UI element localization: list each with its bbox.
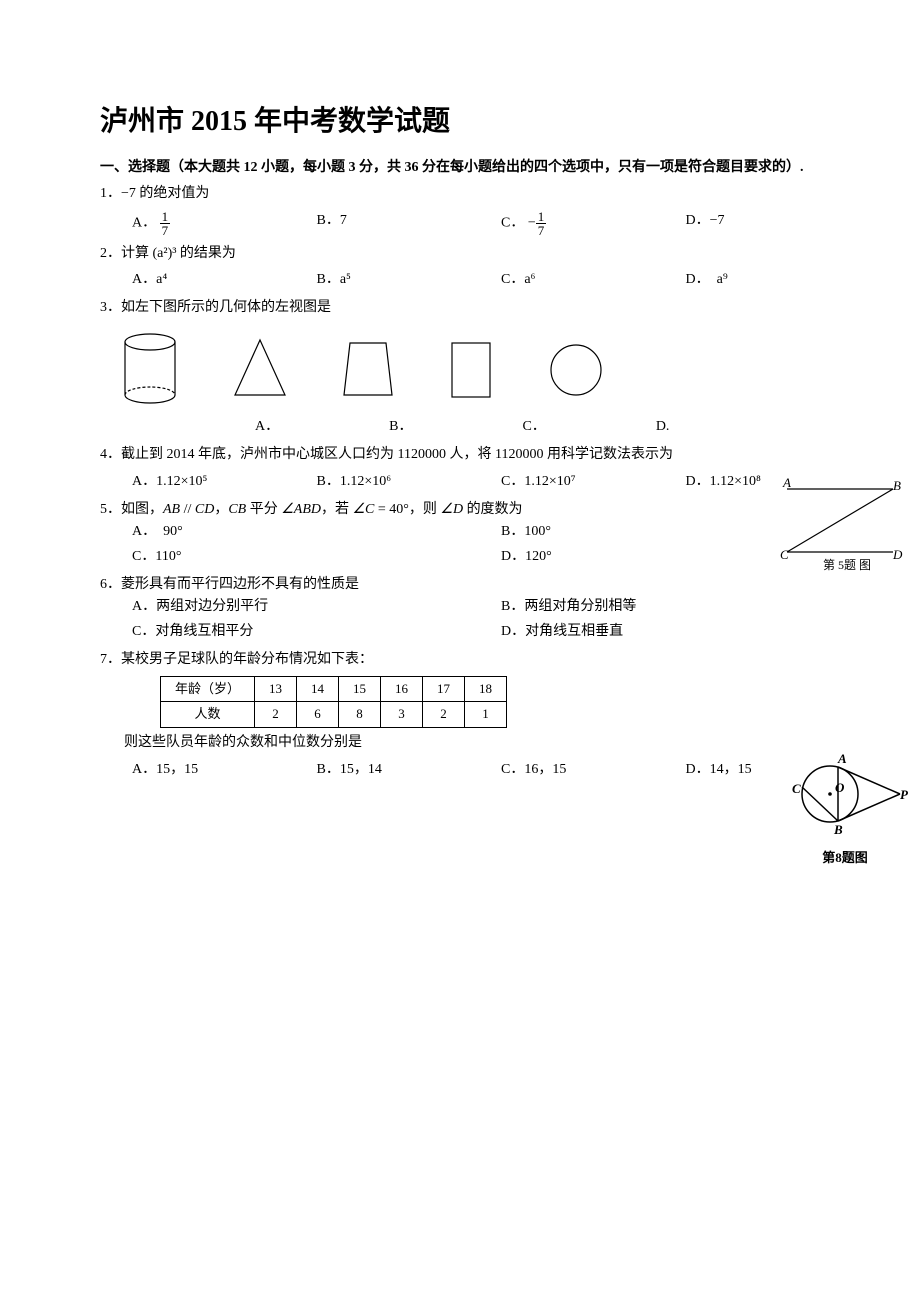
svg-text:C: C — [792, 781, 801, 796]
q3-text: 3．如左下图所示的几何体的左视图是 — [100, 297, 870, 319]
q6-text: 6．菱形具有而平行四边形不具有的性质是 — [100, 574, 870, 596]
circle-icon — [546, 335, 606, 405]
q2-opt-a: A．a⁴ — [132, 269, 317, 291]
table-cell: 17 — [423, 676, 465, 702]
q2-text: 2．计算 (a²)³ 的结果为 — [100, 243, 870, 265]
q7-subtext: 则这些队员年龄的众数和中位数分别是 — [100, 732, 870, 754]
table-cell: 8 — [339, 702, 381, 728]
svg-text:P: P — [900, 787, 909, 802]
rectangle-icon — [446, 335, 496, 405]
q3-opt-d: D. — [656, 416, 670, 438]
fig5-a: A — [782, 477, 791, 490]
q5-opt-a: A． 90° — [132, 521, 501, 543]
figure-8: A B C O P 第8题图 — [780, 749, 910, 868]
question-5: 5．如图，AB // CD，CB 平分 ∠ABD，若 ∠C = 40°，则 ∠D… — [100, 499, 870, 568]
table-cell: 18 — [465, 676, 507, 702]
table-cell: 16 — [381, 676, 423, 702]
q5-m5: = 40°，则 — [374, 502, 440, 517]
q1-c-label: C． — [501, 215, 524, 230]
frac-den: 7 — [536, 224, 547, 237]
trapezoid-icon — [340, 335, 396, 405]
svg-text:B: B — [833, 822, 843, 837]
q4-text: 4．截止到 2014 年底，泸州市中心城区人口约为 1120000 人，将 11… — [100, 444, 870, 466]
question-2: 2．计算 (a²)³ 的结果为 A．a⁴ B．a⁵ C．a⁶ D． a⁹ — [100, 243, 870, 292]
q5-m2: ， — [214, 502, 228, 517]
question-7: 7．某校男子足球队的年龄分布情况如下表： 年龄（岁） 13 14 15 16 1… — [100, 649, 870, 781]
q7-opt-c: C．16，15 — [501, 759, 686, 781]
figure-5: A B C D 第 5题 图 — [775, 477, 905, 580]
q5-prefix: 5．如图， — [100, 502, 163, 517]
q1-text: 1．−7 的绝对值为 — [100, 183, 870, 205]
q5-c: ∠C — [353, 502, 375, 517]
q4-opt-c: C．1.12×10⁷ — [501, 471, 686, 493]
fig5-c: C — [780, 547, 789, 562]
q2-opt-d: D． a⁹ — [686, 269, 871, 291]
fig5-d: D — [892, 547, 903, 562]
q6-opt-a: A．两组对边分别平行 — [132, 596, 501, 618]
question-3: 3．如左下图所示的几何体的左视图是 A． B． C． D. — [100, 297, 870, 438]
q5-text: 5．如图，AB // CD，CB 平分 ∠ABD，若 ∠C = 40°，则 ∠D… — [100, 499, 870, 521]
q6-opt-d: D．对角线互相垂直 — [501, 621, 870, 643]
q7-table: 年龄（岁） 13 14 15 16 17 18 人数 2 6 8 3 2 1 — [160, 676, 507, 729]
section-header: 一、选择题（本大题共 12 小题，每小题 3 分，共 36 分在每小题给出的四个… — [100, 157, 870, 179]
q1-opt-d: D．−7 — [686, 210, 871, 237]
q4-opt-a: A．1.12×10⁵ — [132, 471, 317, 493]
table-head-age: 年龄（岁） — [161, 676, 255, 702]
q5-suffix: 的度数为 — [463, 502, 523, 517]
q3-opt-b: B． — [389, 416, 412, 438]
q7-text: 7．某校男子足球队的年龄分布情况如下表： — [100, 649, 870, 671]
table-cell: 13 — [255, 676, 297, 702]
fig8-label: 第8题图 — [780, 848, 910, 869]
q6-opt-b: B．两组对角分别相等 — [501, 596, 870, 618]
q3-opt-c: C． — [522, 416, 545, 438]
question-1: 1．−7 的绝对值为 A． 1 7 B．7 C． − 1 7 D．−7 — [100, 183, 870, 236]
table-cell: 1 — [465, 702, 507, 728]
fig5-b: B — [893, 478, 901, 493]
q5-m3: 平分 — [246, 502, 281, 517]
table-cell: 15 — [339, 676, 381, 702]
q1-opt-a: A． 1 7 — [132, 210, 317, 237]
table-row: 年龄（岁） 13 14 15 16 17 18 — [161, 676, 507, 702]
table-cell: 6 — [297, 702, 339, 728]
q7-opt-a: A．15，15 — [132, 759, 317, 781]
fig5-label: 第 5题 图 — [823, 558, 871, 572]
q4-opt-b: B．1.12×10⁶ — [317, 471, 502, 493]
q3-opt-a: A． — [255, 416, 279, 438]
page-title: 泸州市 2015 年中考数学试题 — [100, 100, 870, 145]
q5-abd: ∠ABD — [281, 502, 321, 517]
frac-num: 1 — [536, 210, 547, 224]
cylinder-icon — [120, 330, 180, 410]
q5-m1: // — [180, 502, 195, 517]
q1-opt-c: C． − 1 7 — [501, 210, 686, 237]
table-cell: 2 — [423, 702, 465, 728]
question-6: 6．菱形具有而平行四边形不具有的性质是 A．两组对边分别平行 B．两组对角分别相… — [100, 574, 870, 643]
q5-opt-c: C．110° — [132, 546, 501, 568]
q5-ab: AB — [163, 502, 180, 517]
table-cell: 3 — [381, 702, 423, 728]
svg-text:O: O — [835, 780, 845, 795]
frac-num: 1 — [160, 210, 171, 224]
q5-cd: CD — [195, 502, 214, 517]
q5-m4: ，若 — [321, 502, 353, 517]
question-4: 4．截止到 2014 年底，泸州市中心城区人口约为 1120000 人，将 11… — [100, 444, 870, 493]
fraction-icon: 1 7 — [160, 210, 171, 237]
table-head-count: 人数 — [161, 702, 255, 728]
table-row: 人数 2 6 8 3 2 1 — [161, 702, 507, 728]
q7-opt-b: B．15，14 — [317, 759, 502, 781]
svg-text:A: A — [837, 751, 847, 766]
table-cell: 2 — [255, 702, 297, 728]
q1-a-label: A． — [132, 215, 156, 230]
q6-opt-c: C．对角线互相平分 — [132, 621, 501, 643]
frac-den: 7 — [160, 224, 171, 237]
triangle-icon — [230, 335, 290, 405]
q2-opt-c: C．a⁶ — [501, 269, 686, 291]
table-cell: 14 — [297, 676, 339, 702]
q2-opt-b: B．a⁵ — [317, 269, 502, 291]
fraction-icon: 1 7 — [536, 210, 547, 237]
q5-d: ∠D — [440, 502, 463, 517]
q5-cb: CB — [228, 502, 246, 517]
q1-opt-b: B．7 — [317, 210, 502, 237]
